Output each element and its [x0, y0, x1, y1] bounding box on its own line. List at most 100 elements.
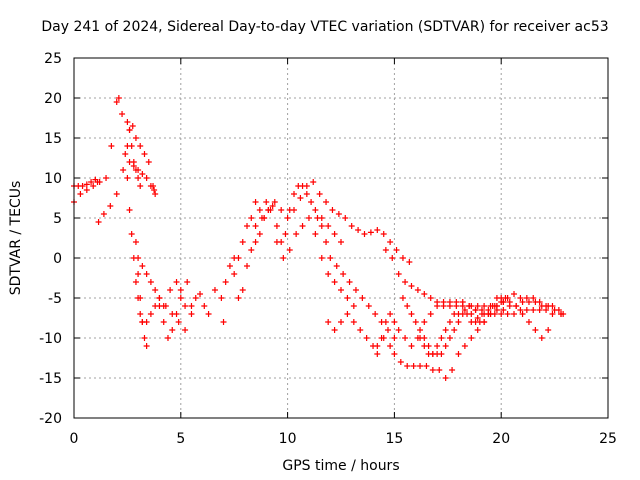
data-point — [451, 327, 458, 333]
data-point — [525, 319, 532, 325]
data-point — [90, 183, 97, 189]
grid-layer — [74, 58, 608, 418]
data-point — [248, 215, 255, 221]
data-point — [327, 255, 334, 261]
data-point — [525, 299, 532, 305]
data-point — [538, 303, 545, 309]
data-point — [367, 229, 374, 236]
data-point — [323, 199, 330, 205]
data-point — [141, 335, 148, 341]
data-point — [417, 363, 424, 369]
data-point — [192, 295, 199, 301]
data-point — [126, 127, 133, 133]
y-tick-label: 5 — [53, 211, 62, 227]
data-point — [156, 303, 163, 309]
data-point — [500, 307, 507, 313]
data-point — [387, 311, 394, 317]
data-point — [235, 255, 242, 261]
x-axis-label: GPS time / hours — [282, 458, 399, 474]
data-point — [143, 175, 150, 181]
data-point — [517, 295, 524, 301]
data-point — [523, 307, 530, 313]
data-point — [446, 303, 453, 309]
data-point — [406, 259, 413, 265]
data-point — [312, 207, 319, 213]
data-point — [449, 367, 456, 373]
data-point — [545, 303, 552, 309]
data-point — [182, 303, 189, 309]
series-J — [231, 183, 344, 277]
data-point — [331, 231, 338, 237]
data-point — [139, 319, 146, 325]
data-point — [252, 239, 259, 245]
data-point — [357, 327, 364, 333]
y-tick-label: -20 — [39, 411, 62, 427]
data-point — [169, 327, 176, 333]
data-point — [395, 327, 402, 333]
data-point — [325, 223, 332, 229]
data-point — [220, 319, 227, 325]
data-point — [399, 255, 406, 261]
data-point — [417, 327, 424, 333]
series-N — [325, 299, 565, 357]
y-tick-label: 25 — [44, 51, 62, 67]
data-point — [402, 335, 409, 341]
series-E — [124, 175, 189, 333]
data-point — [404, 303, 411, 309]
y-axis-label: SDTVAR / TECUs — [8, 181, 24, 296]
x-tick-label: 0 — [70, 431, 79, 447]
data-point — [344, 311, 351, 317]
data-point — [293, 231, 300, 237]
data-point — [408, 283, 415, 289]
data-point — [291, 207, 298, 213]
data-point — [434, 343, 441, 349]
data-point — [404, 363, 411, 369]
data-point — [258, 215, 265, 221]
data-point — [408, 311, 415, 317]
data-point — [468, 319, 475, 325]
data-point — [273, 223, 280, 229]
data-point — [222, 279, 229, 285]
data-point — [113, 99, 120, 105]
data-point — [167, 287, 174, 293]
data-point — [333, 263, 340, 269]
data-point — [323, 239, 330, 245]
data-point — [408, 343, 415, 349]
data-point — [423, 363, 430, 369]
series-F — [135, 255, 195, 317]
data-point — [184, 279, 191, 285]
data-point — [538, 335, 545, 341]
data-point — [472, 307, 479, 313]
data-point — [310, 179, 317, 185]
data-point — [316, 191, 323, 197]
y-tick-label: 0 — [53, 251, 62, 267]
data-point — [338, 239, 344, 245]
data-point — [352, 287, 359, 293]
data-point — [455, 311, 462, 317]
series-H — [156, 279, 191, 341]
data-point — [231, 271, 238, 277]
data-point — [331, 327, 338, 333]
data-point — [160, 319, 167, 325]
data-point — [297, 195, 304, 201]
data-point — [380, 231, 387, 237]
data-point — [455, 351, 462, 357]
series-R — [468, 299, 565, 325]
data-point — [414, 287, 421, 293]
data-point — [402, 279, 409, 285]
data-point — [124, 119, 131, 125]
data-point — [340, 271, 347, 277]
data-point — [365, 303, 372, 309]
data-point — [147, 279, 154, 285]
data-point — [442, 343, 449, 349]
data-point — [325, 319, 332, 325]
data-point — [545, 327, 552, 333]
data-point — [132, 239, 139, 245]
data-point — [446, 319, 453, 325]
data-point — [468, 311, 475, 317]
data-point — [177, 295, 184, 301]
series-A — [71, 95, 158, 205]
data-point — [461, 307, 468, 313]
data-point — [530, 295, 537, 301]
data-point — [338, 319, 344, 325]
